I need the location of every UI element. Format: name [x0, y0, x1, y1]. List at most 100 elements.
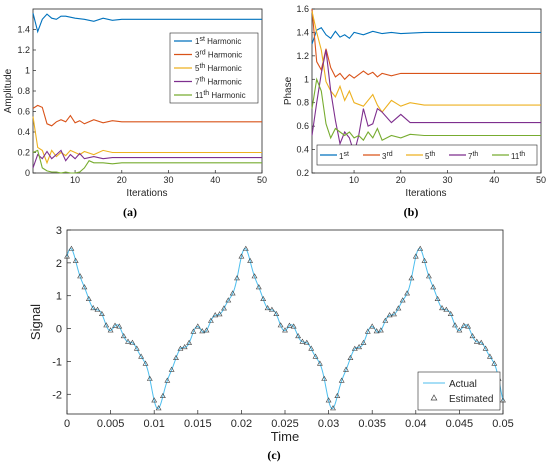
chart-c-estimated-marker [90, 304, 97, 311]
chart-a-ytick-label: 1 [25, 66, 30, 76]
chart-c-estimated-marker [177, 345, 184, 351]
chart-c-estimated-marker [408, 275, 415, 281]
chart-a-ytick-label: 1.4 [17, 25, 30, 35]
chart-b-ytick-label: 1 [304, 74, 309, 84]
chart-c-estimated-marker [238, 253, 245, 259]
chart-a-series-3 [32, 104, 262, 127]
chart-c-estimated-marker [81, 284, 88, 290]
chart-b-series-5 [311, 11, 541, 114]
chart-c-estimated-marker [168, 366, 175, 372]
chart-c-legend-swatch-estimated [430, 394, 438, 401]
chart-b-xlabel: Iterations [405, 188, 446, 199]
chart-c-estimated-marker [364, 328, 371, 334]
chart-c-estimated-marker [164, 377, 171, 383]
chart-c-xtick-label: 0.025 [271, 418, 299, 430]
chart-b-ytick-label: 0.6 [296, 121, 309, 131]
chart-c-estimated-marker [412, 253, 419, 259]
chart-c-estimated-marker [290, 323, 297, 329]
chart-c-legend: Actual Estimated [417, 371, 501, 411]
chart-b-xtick-label: 20 [396, 175, 406, 185]
chart-c-estimated-marker [155, 405, 162, 411]
chart-c-ytick-label: 0 [56, 324, 62, 336]
chart-b-ytick-label: 0.2 [296, 168, 309, 178]
chart-c-estimated-marker [330, 405, 336, 411]
chart-c-estimated-marker [116, 323, 123, 329]
chart-c-estimated-marker [434, 295, 441, 301]
chart-c-estimated-marker [225, 297, 232, 303]
chart-c-estimated-marker [242, 245, 249, 251]
chart-c-estimated-marker [194, 323, 201, 329]
chart-a-legend-label: 5th Harmonic [195, 63, 242, 73]
chart-c-estimated-marker [404, 290, 411, 296]
chart-c-estimated-marker [264, 304, 271, 311]
chart-c-estimated-marker [303, 339, 310, 345]
chart-c-estimated-marker [125, 338, 131, 344]
chart-a-xtick-label: 50 [257, 175, 267, 185]
chart-c-estimated-marker [299, 338, 306, 344]
chart-b-legend-label: 11th [511, 151, 525, 161]
chart-b-ytick-label: 1.4 [296, 27, 309, 37]
chart-c-estimated-marker [351, 345, 358, 351]
chart-b-legend-label: 3rd [382, 151, 393, 161]
chart-c-estimated-marker [260, 295, 267, 301]
chart-c-estimated-marker [98, 310, 105, 316]
chart-c-estimated-marker [72, 257, 79, 263]
chart-c-estimated-marker [64, 253, 70, 259]
chart-b-legend-label: 1st [339, 151, 349, 161]
chart-c-ytick-label: 1 [56, 291, 62, 303]
chart-c-estimated-marker [133, 345, 140, 351]
chart-c-estimated-marker [369, 323, 376, 329]
chart-c-ytick-label: -1 [52, 356, 62, 368]
chart-b-legend-label: 5th [425, 151, 435, 161]
chart-c-xtick-label: 0.045 [446, 418, 474, 430]
chart-b-legend-box [316, 144, 538, 166]
chart-c-estimated-marker [321, 375, 328, 381]
chart-a-xtick-label: 20 [117, 175, 127, 185]
chart-c-estimated-marker [395, 305, 402, 311]
chart-c-estimated-marker [251, 273, 258, 279]
chart-c-estimated-marker [146, 375, 153, 381]
chart-c-estimated-marker [229, 290, 236, 296]
chart-b-legend-label: 7th [468, 151, 478, 161]
chart-a-series-1 [32, 12, 262, 34]
chart-c-estimated-marker [234, 275, 240, 281]
chart-c-estimated-marker [94, 306, 101, 312]
chart-c-estimated-marker [138, 353, 145, 359]
chart-c-estimated-marker [465, 323, 472, 329]
chart-c-estimated-marker [347, 354, 354, 360]
chart-c-estimated-marker [286, 322, 293, 328]
chart-c-estimated-marker [247, 257, 254, 263]
chart-c-estimated-marker [142, 360, 149, 366]
chart-a-legend-label: 7th Harmonic [195, 77, 242, 87]
chart-c-estimated-marker [500, 397, 506, 403]
chart-b-series-3 [311, 8, 541, 81]
chart-c-ylabel: Signal [28, 304, 43, 340]
chart-b-legend: 1st 3rd 5th 7th 11th [316, 144, 538, 166]
chart-c-estimated-marker [386, 312, 393, 318]
chart-c-estimated-marker [68, 245, 75, 251]
chart-a-ytick-label: 1.2 [17, 45, 30, 55]
chart-c-estimated-marker [255, 284, 262, 290]
chart-c-estimated-marker [391, 311, 397, 317]
chart-c-estimated-marker [190, 328, 197, 334]
chart-b-ytick-label: 1.6 [296, 4, 309, 14]
chart-c-ytick-label: -2 [52, 389, 62, 401]
chart-c-estimated-marker [382, 317, 389, 323]
chart-c-estimated-marker [77, 273, 84, 279]
chart-a-xtick-label: 40 [210, 175, 220, 185]
chart-c-estimated-marker [482, 345, 489, 351]
chart-c-estimated-marker [486, 353, 493, 359]
chart-a-ytick-label: 0.8 [17, 86, 30, 96]
chart-c-xtick-label: 0 [64, 418, 70, 430]
chart-a: 10 20 30 40 50 0 0.2 0.4 0.6 0.8 1 1.2 1.4 Amplitude… [3, 8, 267, 219]
chart-b-series-1 [311, 26, 541, 45]
chart-a-legend-label: 11th Harmonic [195, 90, 246, 100]
chart-c-estimated-marker [439, 304, 445, 311]
chart-a-xtick-label: 30 [164, 175, 174, 185]
chart-a-series-5 [32, 116, 262, 165]
chart-a-legend-label: 3rd Harmonic [195, 50, 242, 60]
chart-c-estimated-marker [203, 327, 210, 333]
chart-c-xtick-label: 0.02 [231, 418, 252, 430]
chart-c-estimated-marker [85, 295, 92, 301]
chart-c-estimated-marker [199, 328, 206, 334]
